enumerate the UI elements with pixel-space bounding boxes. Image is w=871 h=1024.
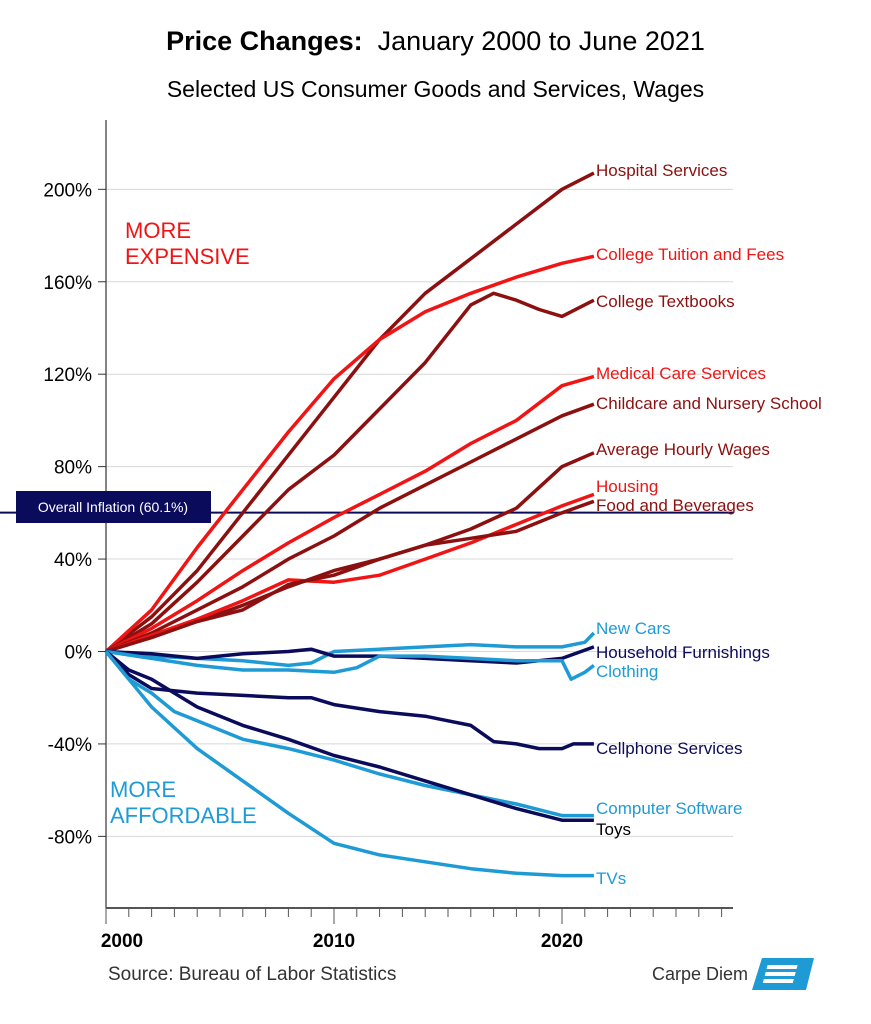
title-rest: January 2000 to June 2021 — [377, 26, 705, 56]
series-line — [104, 650, 594, 878]
series-label: Food and Beverages — [596, 496, 754, 515]
series-line — [104, 650, 594, 751]
series-label: Medical Care Services — [596, 364, 766, 383]
title-bold: Price Changes: — [166, 26, 363, 56]
series-label: Household Furnishings — [596, 643, 770, 662]
x-tick-label: 2000 — [101, 931, 143, 952]
series-label: New Cars — [596, 619, 671, 638]
x-tick-label: 2010 — [313, 931, 355, 952]
y-tick-label: 200% — [43, 180, 92, 201]
y-tick-label: -40% — [48, 735, 92, 756]
y-tick-label: -80% — [48, 827, 92, 848]
series-line — [105, 645, 595, 665]
source-note: Source: Bureau of Labor Statistics — [108, 964, 397, 985]
series-label: Childcare and Nursery School — [596, 394, 822, 413]
brand-text: Carpe Diem — [652, 964, 749, 984]
series-label: College Tuition and Fees — [596, 245, 784, 264]
aei-logo — [752, 958, 814, 990]
series-label: Average Hourly Wages — [596, 440, 770, 459]
series-label: Hospital Services — [596, 161, 727, 180]
series-label: Cellphone Services — [596, 739, 742, 758]
series-line — [105, 402, 595, 654]
overall-inflation-label: Overall Inflation (60.1%) — [38, 499, 188, 515]
series-label: Computer Software — [596, 799, 742, 818]
series-label: TVs — [596, 869, 626, 888]
y-tick-label: 80% — [54, 458, 92, 479]
series-label: Clothing — [596, 662, 658, 681]
series-line — [105, 499, 595, 654]
more-expensive-label: MORE — [125, 218, 191, 243]
x-tick-label: 2020 — [541, 931, 583, 952]
series-line — [105, 492, 595, 654]
chart-subtitle: Selected US Consumer Goods and Services,… — [166, 76, 705, 102]
chart-title: Price Changes: January 2000 to June 2021 — [0, 26, 871, 57]
series-line — [104, 254, 595, 653]
y-tick-label: 40% — [54, 550, 92, 571]
series-line — [104, 650, 594, 818]
series-label: Housing — [596, 477, 658, 496]
y-tick-label: 160% — [43, 273, 92, 294]
y-tick-label: 0% — [65, 642, 93, 663]
series-line — [104, 650, 594, 822]
series-line — [105, 649, 595, 681]
y-tick-label: 120% — [43, 365, 92, 386]
series-line — [105, 374, 595, 654]
series-label: College Textbooks — [596, 292, 735, 311]
series-line — [105, 291, 595, 653]
series-line — [105, 451, 595, 654]
more-affordable-label: AFFORDABLE — [110, 803, 257, 828]
more-expensive-label: EXPENSIVE — [125, 244, 250, 269]
series-line — [104, 171, 595, 653]
overall-inflation-badge — [16, 491, 211, 523]
series-label: Toys — [596, 820, 631, 839]
more-affordable-label: MORE — [110, 777, 176, 802]
